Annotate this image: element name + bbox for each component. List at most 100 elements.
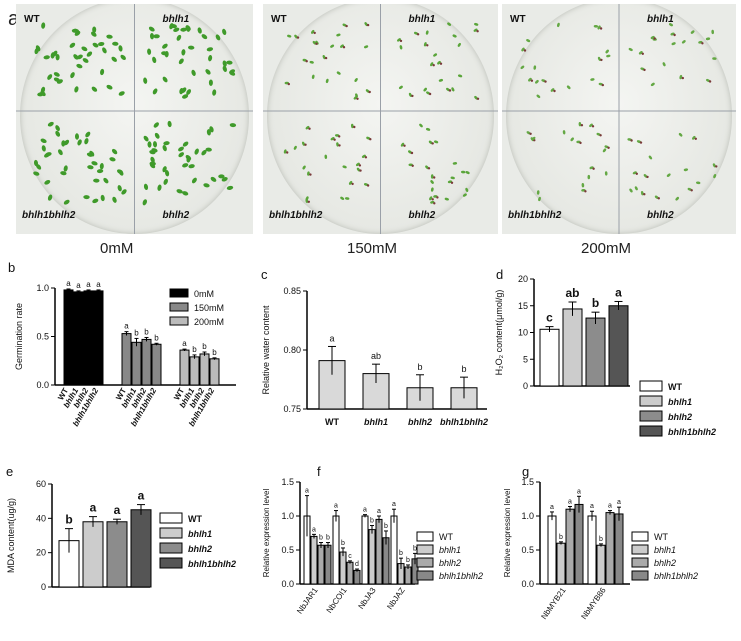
bar: [346, 561, 354, 585]
bar: [565, 508, 575, 585]
significance-letter: b: [384, 523, 388, 530]
seedlings: [263, 4, 498, 234]
bar: [199, 353, 210, 386]
plate-photo-200mm: WT bhlh1 bhlh1bhlh2 bhlh2: [502, 4, 736, 234]
significance-letter: a: [392, 501, 396, 508]
significance-letter: b: [461, 364, 466, 374]
y-tick-label: 0.0: [521, 579, 534, 589]
bar: [179, 349, 190, 386]
seedlings: [16, 4, 253, 234]
legend-swatch: [639, 395, 663, 407]
y-tick-label: 60: [36, 479, 46, 489]
significance-letter: a: [608, 503, 612, 510]
y-tick-label: 0.5: [36, 332, 49, 342]
y-tick-label: 1.0: [521, 511, 534, 521]
legend-label: bhlh1bhlh2: [668, 427, 716, 437]
significance-letter: a: [138, 489, 145, 503]
x-tick-label: bhlh2: [408, 417, 432, 427]
legend-label: 0mM: [194, 289, 214, 299]
legend-swatch: [169, 302, 189, 312]
legend-swatch: [416, 557, 434, 568]
legend-label: 150mM: [194, 303, 224, 313]
bar: [585, 317, 606, 387]
legend-swatch: [631, 570, 649, 581]
legend-swatch: [416, 531, 434, 542]
bar: [404, 566, 412, 585]
legend-swatch: [639, 425, 663, 437]
significance-letter: a: [334, 503, 338, 510]
condition-label-0mm: 0mM: [100, 240, 134, 257]
bar: [574, 503, 584, 585]
y-tick-label: 0.85: [283, 286, 301, 296]
y-axis-label: Relative expression level: [262, 489, 271, 578]
legend-label: WT: [188, 514, 202, 524]
y-axis-label: Relative water content: [261, 305, 271, 395]
condition-label-150mm: 150mM: [347, 240, 398, 257]
legend-label: bhlh2: [668, 412, 692, 422]
bar: [562, 308, 583, 387]
bar: [189, 356, 200, 386]
legend-label: WT: [439, 532, 453, 542]
y-axis-label: H₂O₂ content(μmol/g): [494, 290, 504, 376]
significance-letter: b: [326, 535, 330, 542]
significance-letter: b: [417, 362, 422, 372]
plate-label-tl: WT: [271, 14, 287, 25]
y-axis-label: Relative expression level: [503, 489, 512, 578]
plate-label-tr: bhlh1: [162, 14, 190, 25]
significance-letter: b: [154, 333, 159, 342]
y-tick-label: 20: [36, 548, 46, 558]
significance-letter: b: [406, 557, 410, 564]
significance-letter: a: [76, 281, 81, 290]
y-tick-label: 0.80: [283, 345, 301, 355]
plate-label-bl: bhlh1bhlh2: [269, 210, 323, 221]
significance-letter: b: [341, 540, 345, 547]
legend-swatch: [416, 570, 434, 581]
y-tick-label: 0.0: [281, 579, 294, 589]
bar: [368, 529, 376, 585]
significance-letter: a: [124, 322, 129, 331]
significance-letter: b: [134, 328, 139, 337]
bar: [547, 515, 557, 585]
legend-swatch: [159, 512, 183, 524]
y-tick-label: 0.5: [281, 545, 294, 555]
panel-letter-b: b: [8, 260, 15, 275]
legend-label: bhlh1bhlh2: [654, 571, 698, 581]
panel-letter-f: f: [317, 464, 321, 479]
legend-swatch: [639, 380, 663, 392]
legend-swatch: [631, 544, 649, 555]
bar: [339, 551, 347, 585]
bar: [614, 513, 624, 585]
bar: [73, 291, 84, 386]
significance-letter: a: [590, 503, 594, 510]
bar: [608, 305, 629, 387]
bar: [596, 544, 606, 585]
bar: [317, 544, 325, 585]
x-tick-label: bhlh1bhlh2: [440, 417, 488, 427]
significance-letter: a: [96, 280, 101, 289]
chart-f-ja-genes: f 0.0 0.5 1.0 1.5 Relative expression level a a…: [262, 464, 483, 616]
y-tick-label: 1.5: [281, 477, 294, 487]
significance-letter: a: [114, 503, 121, 517]
bar: [587, 515, 597, 585]
legend-label: bhlh2: [439, 558, 461, 568]
significance-letter: a: [577, 488, 581, 495]
legend-label: bhlh1: [668, 397, 692, 407]
significance-letter: a: [617, 499, 621, 506]
bar: [310, 535, 318, 585]
plate-label-br: bhlh2: [162, 210, 190, 221]
significance-letter: b: [592, 296, 599, 310]
legend-label: bhlh1: [654, 545, 676, 555]
bar: [130, 509, 152, 588]
significance-letter: b: [599, 536, 603, 543]
bar: [361, 515, 369, 585]
legend-label: WT: [668, 382, 682, 392]
bar: [121, 333, 132, 386]
significance-letter: ab: [565, 286, 579, 300]
legend-label: bhlh1: [188, 529, 212, 539]
significance-letter: b: [202, 342, 207, 351]
bar: [390, 515, 398, 585]
condition-label-200mm: 200mM: [581, 240, 632, 257]
legend-label: bhlh1: [439, 545, 461, 555]
